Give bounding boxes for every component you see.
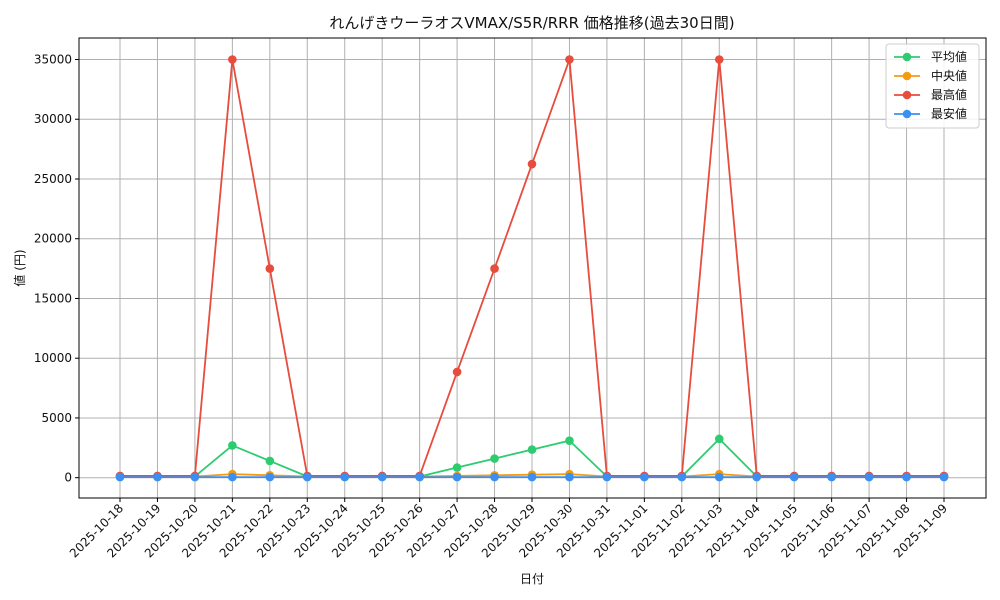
data-point [265,456,275,466]
y-tick-label: 5000 [41,411,72,425]
legend-marker [902,109,912,119]
data-point [415,472,424,482]
series-lines [115,55,949,482]
data-point [827,472,836,482]
legend-marker [902,52,912,62]
data-point [752,472,762,482]
data-point [714,55,724,64]
legend-item: 最高値 [894,87,967,102]
data-point [677,472,687,482]
y-axis-ticks: 0 5000 10000 15000 20000 25000 30000 35000 [34,53,79,485]
legend-label: 最高値 [931,87,967,102]
legend-item: 平均値 [894,49,967,64]
data-point [864,472,874,482]
data-point [340,472,350,482]
data-point [265,472,275,482]
y-tick-label: 10000 [34,351,72,365]
data-point [452,463,462,472]
y-tick-label: 30000 [34,112,72,126]
data-point [527,159,537,169]
y-tick-label: 35000 [34,53,72,67]
data-point [190,472,200,482]
chart-title: れんげきウーラオスVMAX/S5R/RRR 価格推移(過去30日間) [329,14,734,32]
y-tick-label: 15000 [34,291,72,305]
legend-marker [902,90,912,100]
data-point [490,454,499,463]
legend-label: 中央値 [931,68,967,83]
data-point [902,472,911,482]
legend-item: 最安値 [894,106,967,121]
y-tick-label: 0 [64,471,72,485]
data-point [452,367,462,377]
series-4 [115,472,949,482]
data-point [565,472,574,482]
data-point [714,472,724,482]
data-point [939,472,949,482]
legend-item: 中央値 [894,68,967,83]
data-point [228,472,237,482]
data-point [302,472,312,482]
data-point [228,55,237,64]
data-point [377,472,387,482]
x-axis-label: 日付 [520,572,544,586]
legend-box [885,43,980,129]
data-point [527,445,537,454]
data-point [602,472,612,482]
data-point [452,472,462,482]
legend-label: 平均値 [931,49,967,64]
data-point [265,264,275,273]
data-point [565,436,574,445]
data-point [490,472,499,482]
data-point [228,441,237,450]
data-point [153,472,162,482]
data-point [565,55,574,64]
legend-label: 最安値 [931,106,967,121]
data-point [714,434,724,444]
legend-marker [902,71,912,81]
y-tick-label: 25000 [34,172,72,186]
data-point [490,264,499,273]
data-point [527,472,537,482]
data-point [115,472,125,482]
data-point [640,472,649,482]
data-point [789,472,799,482]
y-tick-label: 20000 [34,232,72,246]
y-axis-label: 値 (円) [12,249,27,286]
